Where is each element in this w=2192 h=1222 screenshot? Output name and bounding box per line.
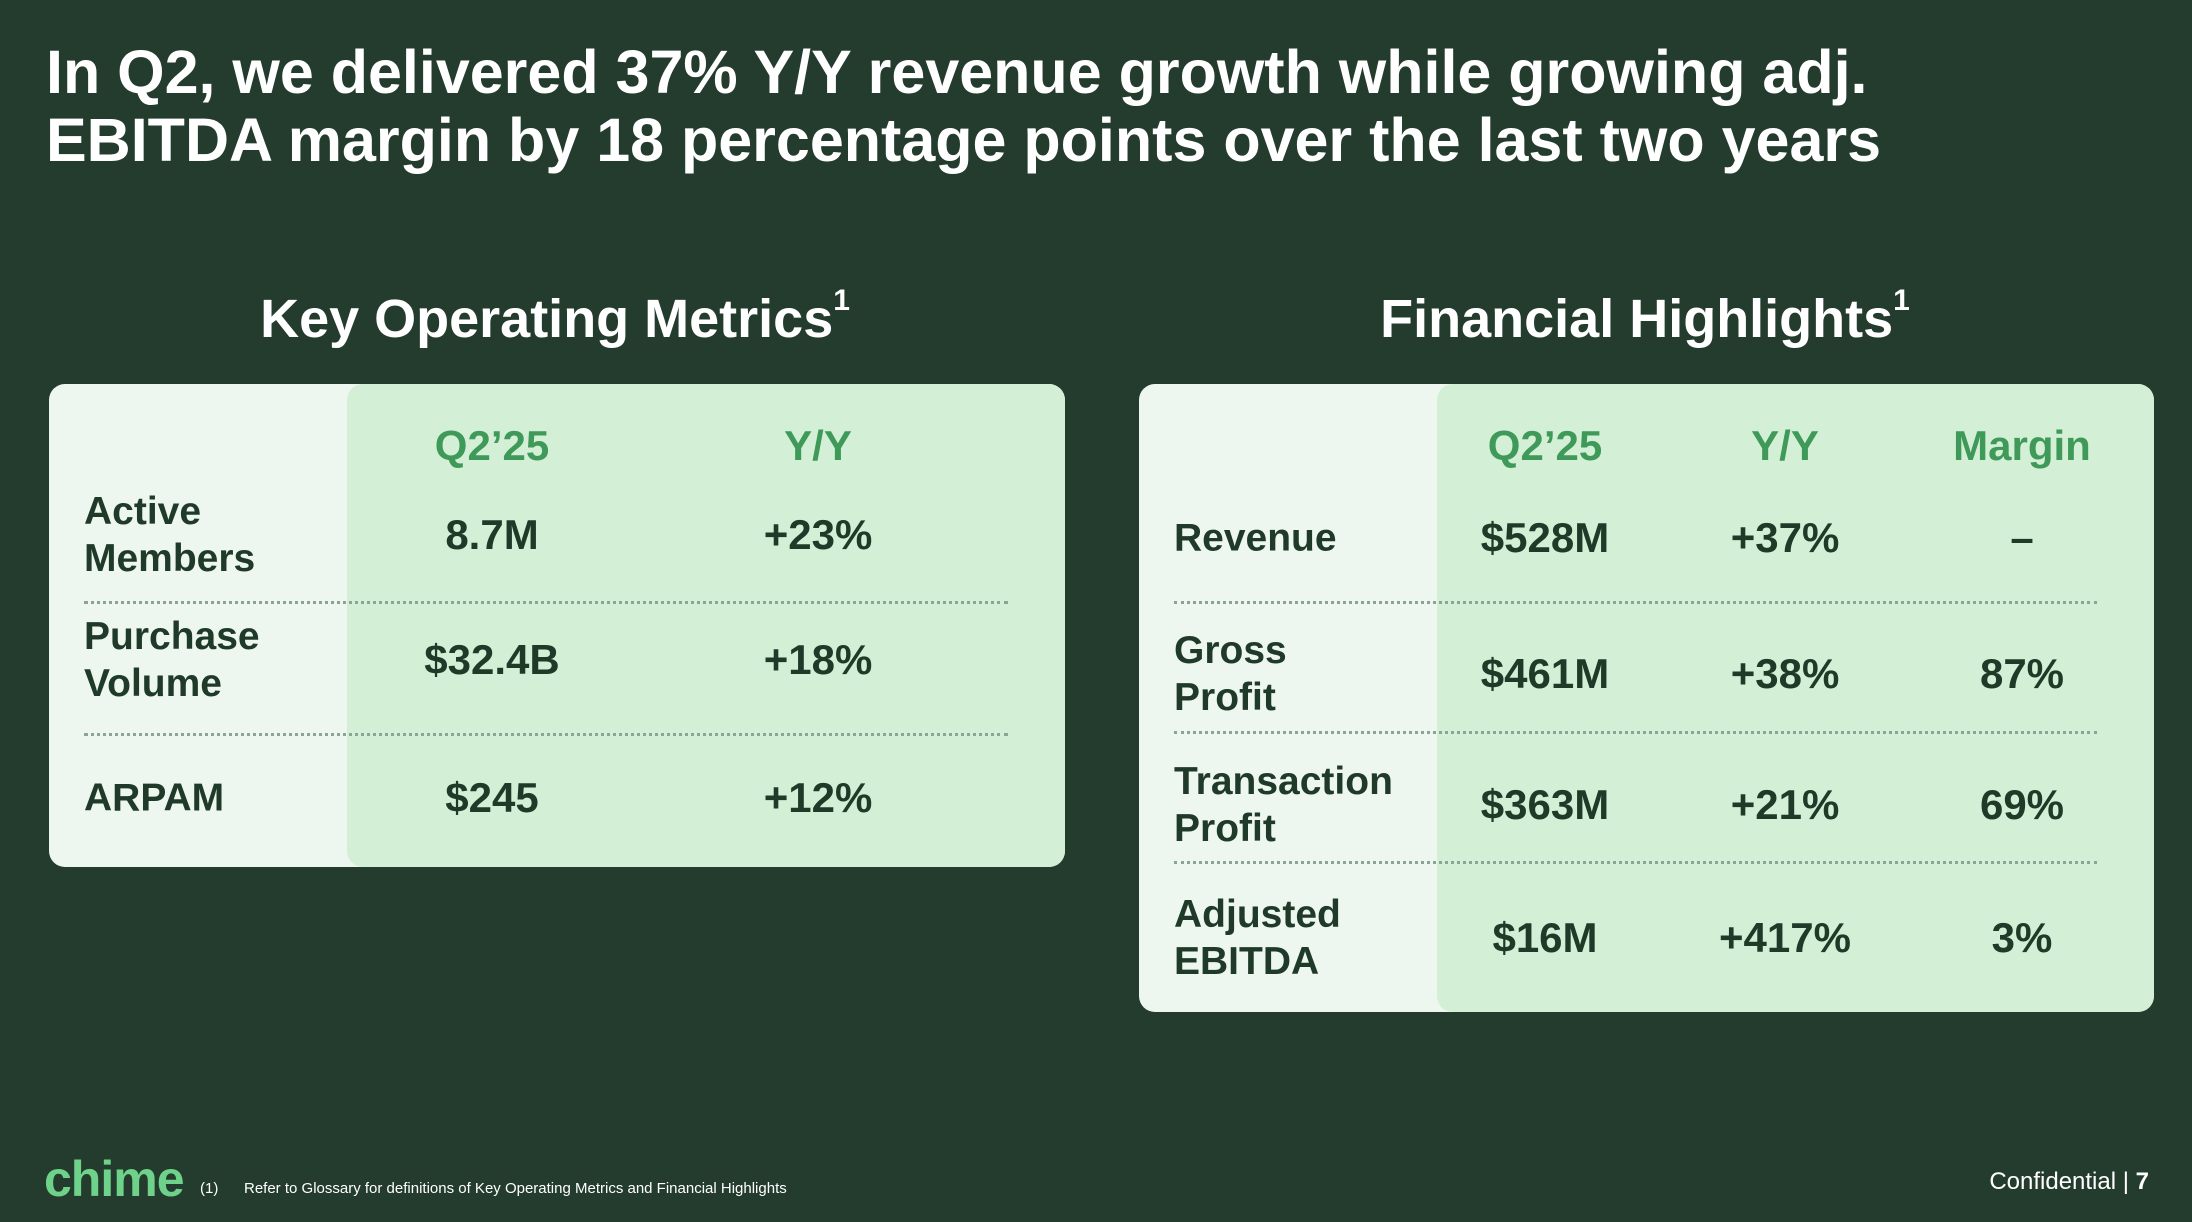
row-divider	[1174, 601, 2097, 604]
confidential: Confidential	[1989, 1168, 2117, 1195]
card-shade	[1437, 384, 2154, 1012]
cell-value: +417%	[1719, 914, 1851, 961]
row-divider	[1174, 861, 2097, 864]
cell-value: $245	[445, 774, 539, 821]
section-title-text: Financial Highlights	[1380, 289, 1894, 349]
page-info: Confidential | 7	[1989, 1168, 2149, 1196]
section-title: Financial Highlights1	[1380, 284, 1910, 350]
financials-card: Q2’25 Y/Y Margin Revenue $528M +37% – Gross Pro…	[1139, 384, 2154, 1012]
footnote-marker: 1	[1893, 284, 1910, 317]
row-label: Transaction Profit	[1174, 760, 1393, 850]
row-label: Active Members	[84, 490, 256, 580]
cell-value: $528M	[1480, 514, 1610, 561]
logo: chime	[44, 1151, 185, 1207]
slide-title: In Q2, we delivered 37% Y/Y revenue grow…	[46, 38, 1881, 174]
cell-value: $461M	[1480, 650, 1610, 697]
column-header: Margin	[1953, 422, 2091, 469]
section-title: Key Operating Metrics1	[260, 284, 850, 350]
cell-value: $32.4B	[424, 636, 560, 683]
row-divider	[84, 733, 1008, 736]
cell-value: 87%	[1979, 650, 2065, 697]
column-header: Y/Y	[784, 422, 852, 469]
cell-value: +38%	[1730, 650, 1840, 697]
cell-value: 3%	[1991, 914, 2053, 961]
row-label: Gross Profit	[1174, 629, 1287, 719]
cell-value: $16M	[1492, 914, 1598, 961]
cell-value: $363M	[1480, 781, 1610, 828]
separator: |	[2122, 1168, 2129, 1195]
footnote: Refer to Glossary for definitions of Key…	[244, 1180, 787, 1197]
section-title-text: Key Operating Metrics	[260, 289, 834, 349]
footnote-marker: 1	[833, 284, 850, 317]
row-divider	[1174, 731, 2097, 734]
column-header: Y/Y	[1751, 422, 1819, 469]
title-line: In Q2, we delivered 37% Y/Y revenue grow…	[46, 38, 1868, 106]
row-label: Revenue	[1174, 516, 1337, 560]
cell-value: +23%	[763, 511, 873, 558]
column-header: Q2’25	[1487, 422, 1603, 469]
cell-value: +37%	[1730, 514, 1840, 561]
title-line: EBITDA margin by 18 percentage points ov…	[46, 106, 1882, 174]
cell-value: 69%	[1979, 781, 2065, 828]
column-header: Q2’25	[434, 422, 550, 469]
row-divider	[84, 601, 1008, 604]
page-number: 7	[2135, 1168, 2149, 1195]
footnote-number: (1)	[200, 1180, 219, 1197]
row-label: ARPAM	[84, 776, 225, 820]
row-label: Purchase Volume	[84, 615, 260, 705]
metrics-card: Q2’25 Y/Y Active Members 8.7M +23% Purchase V…	[49, 384, 1065, 867]
cell-value: +21%	[1730, 781, 1840, 828]
row-label: Adjusted EBITDA	[1174, 893, 1341, 983]
cell-value: +12%	[763, 774, 873, 821]
cell-value: +18%	[763, 636, 873, 683]
cell-value: –	[2010, 514, 2034, 561]
card-shade	[347, 384, 1065, 867]
cell-value: 8.7M	[445, 511, 539, 558]
